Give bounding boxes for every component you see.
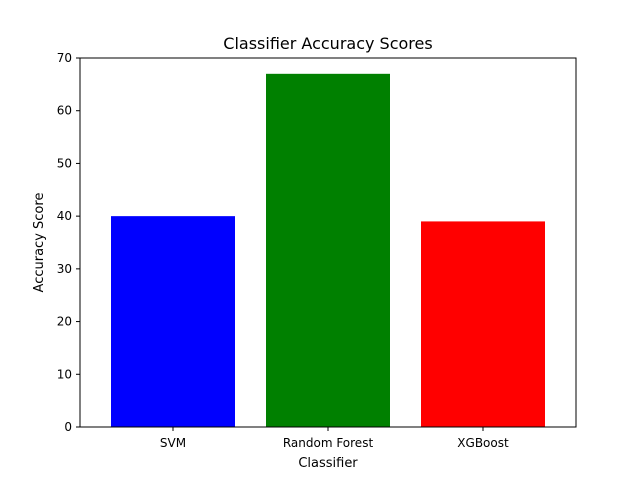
y-axis-label: Accuracy Score — [32, 193, 47, 293]
x-axis-ticks: SVM Random Forest XGBoost — [160, 427, 509, 450]
plot-area-frame — [79, 57, 577, 428]
y-tick-label: 10 — [57, 367, 72, 381]
y-tick-label: 50 — [57, 156, 72, 170]
bar-xgboost — [421, 221, 545, 427]
y-tick-label: 20 — [57, 315, 72, 329]
bars-group — [111, 73, 545, 428]
x-tick-label: Random Forest — [283, 436, 374, 450]
x-tick-label: XGBoost — [457, 436, 509, 450]
y-tick-label: 40 — [57, 209, 72, 223]
bar-random-forest — [266, 73, 390, 428]
y-axis-ticks: 0 10 20 30 40 50 60 70 — [57, 51, 80, 434]
chart-title: Classifier Accuracy Scores — [223, 34, 432, 53]
y-tick-label: 30 — [57, 262, 72, 276]
y-tick-label: 70 — [57, 51, 72, 65]
y-tick-label: 0 — [64, 420, 72, 434]
x-axis-label: Classifier — [298, 456, 358, 471]
y-tick-label: 60 — [57, 104, 72, 118]
x-tick-label: SVM — [160, 436, 186, 450]
bar-svm — [111, 216, 235, 427]
